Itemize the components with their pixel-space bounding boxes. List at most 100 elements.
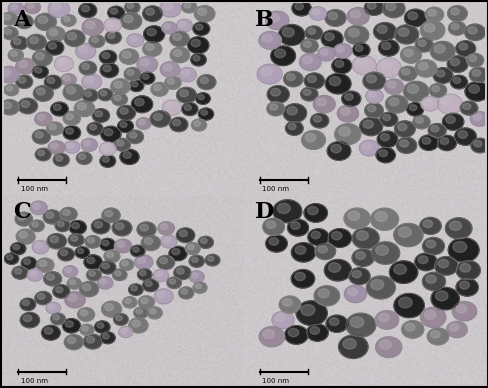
- Circle shape: [97, 323, 103, 328]
- Circle shape: [262, 34, 272, 42]
- Circle shape: [112, 269, 127, 281]
- Circle shape: [397, 227, 410, 237]
- Circle shape: [80, 310, 87, 316]
- Circle shape: [439, 138, 448, 144]
- Circle shape: [265, 11, 288, 29]
- Circle shape: [38, 150, 44, 156]
- Text: 100 nm: 100 nm: [20, 186, 47, 192]
- Circle shape: [379, 61, 390, 69]
- Circle shape: [263, 218, 284, 236]
- Circle shape: [140, 72, 155, 84]
- Circle shape: [21, 257, 37, 269]
- Circle shape: [306, 324, 327, 341]
- Circle shape: [317, 47, 335, 61]
- Circle shape: [181, 289, 187, 294]
- Circle shape: [11, 4, 18, 10]
- Circle shape: [287, 220, 308, 236]
- Circle shape: [296, 301, 326, 326]
- Circle shape: [187, 37, 208, 54]
- Circle shape: [305, 133, 315, 142]
- Circle shape: [46, 122, 63, 135]
- Circle shape: [12, 267, 28, 279]
- Circle shape: [427, 9, 435, 16]
- Circle shape: [16, 75, 33, 88]
- Circle shape: [149, 309, 156, 314]
- Circle shape: [169, 31, 189, 47]
- Circle shape: [425, 275, 435, 283]
- Circle shape: [337, 105, 358, 122]
- Circle shape: [82, 74, 102, 90]
- Circle shape: [172, 120, 180, 126]
- Circle shape: [420, 97, 438, 111]
- Circle shape: [32, 66, 48, 78]
- Circle shape: [66, 143, 73, 148]
- Circle shape: [366, 276, 394, 299]
- Circle shape: [37, 114, 45, 120]
- Circle shape: [382, 0, 404, 18]
- Circle shape: [279, 296, 300, 313]
- Circle shape: [160, 62, 180, 77]
- Circle shape: [428, 83, 446, 97]
- Circle shape: [418, 62, 427, 70]
- Circle shape: [170, 47, 189, 62]
- Circle shape: [49, 124, 56, 130]
- Circle shape: [46, 302, 61, 314]
- Circle shape: [27, 3, 34, 9]
- Circle shape: [137, 56, 157, 73]
- Circle shape: [404, 9, 426, 27]
- Circle shape: [459, 281, 468, 289]
- Circle shape: [80, 282, 99, 297]
- Circle shape: [43, 272, 61, 286]
- Circle shape: [53, 154, 69, 166]
- Circle shape: [352, 228, 378, 249]
- Circle shape: [282, 299, 291, 306]
- Circle shape: [163, 3, 172, 10]
- Circle shape: [154, 289, 173, 304]
- Circle shape: [163, 237, 170, 243]
- Circle shape: [65, 128, 73, 134]
- Circle shape: [394, 25, 418, 44]
- Circle shape: [331, 232, 341, 240]
- Circle shape: [35, 112, 52, 126]
- Circle shape: [85, 236, 101, 248]
- Circle shape: [63, 16, 70, 22]
- Circle shape: [454, 128, 475, 145]
- Circle shape: [81, 63, 89, 69]
- Circle shape: [103, 65, 111, 72]
- Circle shape: [287, 328, 298, 337]
- Circle shape: [305, 26, 322, 40]
- Circle shape: [126, 130, 143, 144]
- Circle shape: [102, 157, 109, 162]
- Circle shape: [84, 91, 91, 97]
- Circle shape: [380, 133, 389, 141]
- Circle shape: [53, 315, 60, 320]
- Circle shape: [176, 19, 192, 32]
- Circle shape: [119, 49, 138, 64]
- Circle shape: [310, 231, 320, 239]
- Circle shape: [333, 44, 351, 58]
- Circle shape: [419, 217, 440, 234]
- Circle shape: [193, 282, 206, 293]
- Circle shape: [344, 285, 366, 303]
- Circle shape: [62, 319, 81, 333]
- Circle shape: [4, 84, 19, 96]
- Circle shape: [162, 100, 181, 115]
- Circle shape: [112, 220, 132, 236]
- Circle shape: [344, 94, 352, 100]
- Circle shape: [68, 294, 77, 301]
- Circle shape: [66, 87, 76, 94]
- Circle shape: [344, 208, 369, 229]
- Circle shape: [35, 14, 56, 30]
- Text: 100 nm: 100 nm: [20, 378, 47, 384]
- Circle shape: [447, 6, 467, 21]
- Circle shape: [114, 81, 122, 88]
- Circle shape: [414, 253, 436, 271]
- Circle shape: [422, 237, 444, 255]
- Circle shape: [277, 203, 290, 213]
- Circle shape: [417, 256, 427, 263]
- Circle shape: [64, 141, 80, 153]
- Circle shape: [104, 303, 113, 311]
- Circle shape: [95, 111, 102, 117]
- Circle shape: [342, 339, 356, 349]
- Circle shape: [363, 120, 373, 128]
